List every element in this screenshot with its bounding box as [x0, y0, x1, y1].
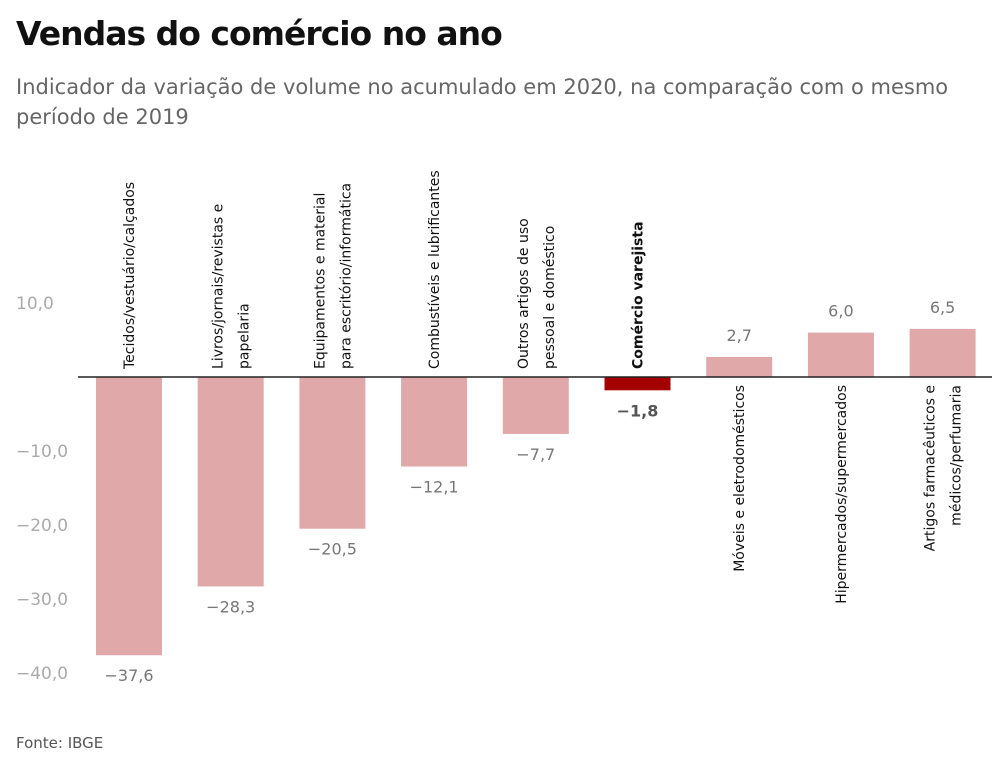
- bar: [909, 328, 976, 377]
- category-label: Combustíveis e lubrificantes: [427, 170, 443, 369]
- value-label: 6,5: [930, 298, 955, 317]
- category-label: Livros/jornais/revistas e papelaria: [211, 204, 253, 369]
- value-label: 6,0: [828, 302, 853, 321]
- category-label-line: Equipamentos e material: [312, 193, 328, 369]
- bar: [807, 332, 874, 377]
- bar: [299, 377, 366, 529]
- category-label-line: Móveis e eletrodomésticos: [732, 385, 748, 572]
- source-note: Fonte: IBGE: [16, 734, 104, 752]
- category-label-line: pessoal e doméstico: [542, 226, 558, 369]
- category-label: Comércio varejista: [631, 221, 647, 369]
- y-tick-label: −40,0: [16, 664, 68, 684]
- value-label: 2,7: [726, 326, 751, 345]
- category-label-line: Hipermercados/supermercados: [834, 385, 850, 604]
- bars: [96, 328, 976, 656]
- category-label-line: Comércio varejista: [631, 221, 647, 369]
- bar: [706, 357, 773, 377]
- value-label: −1,8: [617, 401, 659, 420]
- category-label-line: Outros artigos de uso: [516, 218, 532, 369]
- bar: [401, 377, 468, 467]
- category-label-line: Livros/jornais/revistas e: [211, 204, 227, 369]
- category-label: Hipermercados/supermercados: [834, 385, 850, 604]
- y-tick-label: −30,0: [16, 590, 68, 610]
- category-label: Tecidos/vestuário/calçados: [122, 182, 138, 370]
- value-label: −7,7: [516, 445, 555, 464]
- category-label: Equipamentos e material para escritório/i…: [312, 183, 354, 369]
- category-label: Artigos farmacêuticos e médicos/perfumari…: [923, 385, 965, 551]
- category-label: Outros artigos de uso pessoal e doméstico: [516, 218, 558, 369]
- category-label-line: para escritório/informática: [338, 183, 354, 369]
- category-label-line: Artigos farmacêuticos e: [923, 385, 939, 551]
- category-label-line: papelaria: [237, 303, 253, 369]
- value-label: −28,3: [206, 597, 255, 616]
- category-label-line: Tecidos/vestuário/calçados: [122, 182, 138, 370]
- category-labels: Tecidos/vestuário/calçados Livros/jornais…: [122, 170, 965, 603]
- chart-subtitle: Indicador da variação de volume no acumu…: [16, 75, 949, 129]
- y-tick-label: −10,0: [16, 442, 68, 462]
- chart-title: Vendas do comércio no ano: [16, 14, 503, 53]
- y-tick-label: 10,0: [16, 294, 54, 314]
- bar-highlight: [604, 377, 671, 391]
- category-label: Móveis e eletrodomésticos: [732, 385, 748, 572]
- value-label: −12,1: [410, 478, 459, 497]
- bar: [197, 377, 264, 587]
- category-label-line: Combustíveis e lubrificantes: [427, 170, 443, 369]
- bar: [502, 377, 569, 434]
- bar: [96, 377, 162, 656]
- y-axis-ticks: 10,0 −10,0 −20,0 −30,0 −40,0: [16, 294, 68, 684]
- category-label-line: médicos/perfumaria: [949, 385, 965, 526]
- value-labels: −37,6 −28,3 −20,5 −12,1 −7,7 −1,8 2,7 6,0 6,5: [104, 298, 955, 685]
- value-label: −37,6: [104, 666, 153, 685]
- value-label: −20,5: [308, 540, 357, 559]
- y-tick-label: −20,0: [16, 516, 68, 536]
